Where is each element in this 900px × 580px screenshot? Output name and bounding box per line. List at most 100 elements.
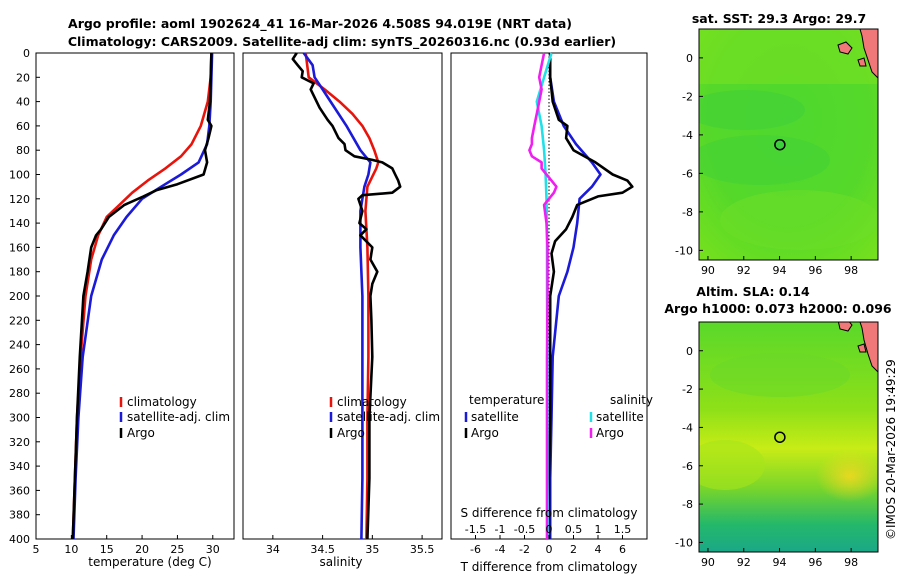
legend-climatology: climatology (127, 395, 197, 409)
sst-heatmap (699, 29, 878, 260)
y-tick-label: 280 (9, 387, 30, 400)
salinity-panel: 34 34.5 35 35.5 salinity climatology satell… (242, 52, 443, 569)
top-tick-label: -1 (495, 523, 506, 536)
top-tick-label: 1 (595, 523, 602, 536)
legend-climatology: climatology (337, 395, 407, 409)
y-tick-label: 40 (16, 96, 30, 109)
y-tick-label: 60 (16, 120, 30, 133)
series-line-temperature-argo (547, 53, 634, 539)
argo-position-marker (774, 431, 786, 443)
legend-t-argo: Argo (471, 426, 499, 440)
x-tick-label: 98 (844, 556, 858, 569)
y-tick-label: -4 (682, 129, 693, 142)
y-tick-label: -6 (682, 460, 693, 473)
top-tick-label: 0.5 (565, 523, 583, 536)
s-difference-label: S difference from climatology (461, 506, 638, 520)
sla-map-panel: Altim. SLA: 0.14 Argo h1000: 0.073 h2000… (664, 284, 892, 569)
x-tick-label: 6 (619, 543, 626, 556)
y-tick-label: 360 (9, 484, 30, 497)
x-tick-label: 94 (773, 264, 787, 277)
x-tick-label: 35 (365, 543, 379, 556)
x-tick-label: 15 (100, 543, 114, 556)
land-island (837, 41, 853, 55)
y-tick-label: -10 (675, 536, 693, 549)
difference-legend: temperature salinity satellite Argo sate… (464, 393, 653, 440)
difference-lines (528, 52, 634, 540)
top-tick-label: 0 (546, 523, 553, 536)
sla-map-subtitle: Argo h1000: 0.073 h2000: 0.096 (664, 301, 892, 316)
x-tick-label: 5 (33, 543, 40, 556)
temperature-y-ticks: 0 20 40 60 80 100 120 140 160 180 200 220 240 260 280 3… (9, 47, 40, 546)
temperature-x-ticks: 5 10 15 20 25 30 (33, 535, 220, 556)
y-tick-label: 100 (9, 169, 30, 182)
y-tick-label: 340 (9, 460, 30, 473)
legend-argo: Argo (127, 426, 155, 440)
t-difference-xlabel: T difference from climatology (460, 560, 638, 574)
difference-s-ticks: -1.5 -1 -0.5 0 0.5 1 1.5 (465, 523, 631, 536)
legend-satellite-clim: satellite-adj. clim (127, 410, 230, 424)
land-island (857, 343, 867, 353)
x-tick-label: 10 (64, 543, 78, 556)
figure-title-line2: Climatology: CARS2009. Satellite-adj cli… (68, 34, 616, 50)
land-island (837, 322, 853, 332)
difference-x-ticks: -6 -4 -2 0 2 4 6 (470, 535, 626, 556)
y-tick-label: 200 (9, 290, 30, 303)
sst-cool-patch (699, 90, 805, 130)
series-line-argo (291, 52, 402, 540)
salinity-x-ticks: 34 34.5 35 35.5 (266, 535, 434, 556)
y-tick-label: -8 (682, 498, 693, 511)
y-tick-label: 320 (9, 436, 30, 449)
y-tick-label: 140 (9, 217, 30, 230)
series-line-satellite-adj-clim (72, 52, 214, 540)
y-tick-label: 0 (686, 345, 693, 358)
temperature-panel: 5 10 15 20 25 30 0 20 40 60 80 100 120 140 160 180 200 2… (9, 47, 235, 569)
x-tick-label: 20 (135, 543, 149, 556)
y-tick-label: -6 (682, 167, 693, 180)
y-tick-label: 400 (9, 533, 30, 546)
y-tick-label: 120 (9, 193, 30, 206)
sla-high-patch (816, 450, 878, 502)
sst-cool-patch (699, 135, 830, 185)
y-tick-label: -4 (682, 421, 693, 434)
difference-panel: -6 -4 -2 0 2 4 6 -1.5 -1 -0.5 0 0.5 1 1.5 S differen… (450, 52, 653, 574)
sst-map-frame (698, 28, 879, 261)
land-island (857, 57, 867, 67)
series-line-climatology (304, 52, 380, 540)
legend-t-satellite: satellite (471, 410, 519, 424)
temperature-axes (35, 52, 235, 540)
series-line-temperature-satellite (548, 53, 602, 539)
argo-position-marker (774, 138, 786, 151)
sst-warm-band (699, 29, 878, 84)
x-tick-label: -4 (495, 543, 506, 556)
legend-argo: Argo (337, 426, 365, 440)
y-tick-label: -10 (675, 244, 693, 257)
y-tick-label: -2 (682, 90, 693, 103)
y-tick-label: 180 (9, 266, 30, 279)
sst-map-x-ticks: 90 92 94 96 98 (701, 256, 858, 277)
sla-map-x-ticks: 90 92 94 96 98 (701, 548, 858, 569)
x-tick-label: 0 (546, 543, 553, 556)
x-tick-label: 30 (206, 543, 220, 556)
x-tick-label: 90 (701, 556, 715, 569)
legend-satellite-clim: satellite-adj. clim (337, 410, 440, 424)
x-tick-label: 90 (701, 264, 715, 277)
legend-header-salinity: salinity (610, 393, 653, 407)
x-tick-label: 96 (808, 264, 822, 277)
y-tick-label: 0 (686, 52, 693, 65)
y-tick-label: 300 (9, 412, 30, 425)
x-tick-label: 25 (170, 543, 184, 556)
x-tick-label: 4 (595, 543, 602, 556)
y-tick-label: 240 (9, 339, 30, 352)
y-tick-label: -8 (682, 206, 693, 219)
x-tick-label: 2 (570, 543, 577, 556)
temperature-lines (71, 52, 214, 540)
salinity-legend: climatology satellite-adj. clim Argo (329, 395, 440, 440)
legend-s-satellite: satellite (596, 410, 644, 424)
sla-map-frame (698, 321, 879, 553)
legend-s-argo: Argo (596, 426, 624, 440)
top-tick-label: -1.5 (465, 523, 486, 536)
series-line-salinity-argo (528, 52, 558, 539)
sla-heatmap (699, 322, 878, 552)
top-tick-label: -0.5 (514, 523, 535, 536)
